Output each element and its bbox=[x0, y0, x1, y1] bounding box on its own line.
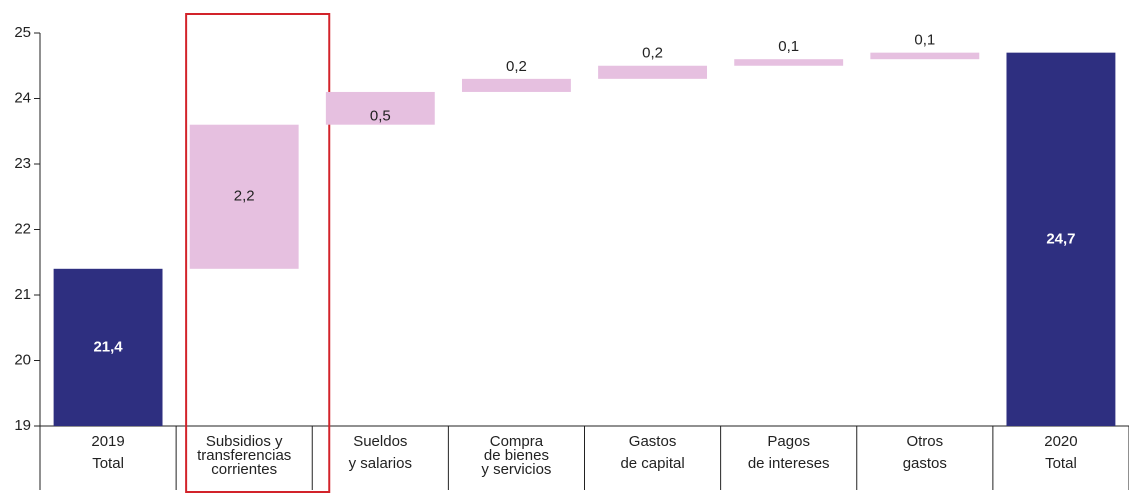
x-tick-label: 2020 bbox=[1044, 433, 1077, 450]
y-tick-label: 24 bbox=[14, 89, 31, 106]
bar bbox=[325, 91, 435, 125]
x-tick-label: Subsidios y bbox=[206, 433, 283, 450]
value-label: 0,1 bbox=[778, 38, 799, 55]
x-tick-label: de intereses bbox=[748, 455, 830, 472]
value-label: 21,4 bbox=[93, 338, 123, 355]
bar bbox=[870, 52, 980, 60]
bar bbox=[734, 59, 844, 66]
x-tick-label: y servicios bbox=[481, 461, 551, 478]
y-tick-label: 22 bbox=[14, 220, 31, 237]
x-tick-label: de bienes bbox=[484, 447, 549, 464]
x-tick-label: gastos bbox=[903, 455, 947, 472]
bar bbox=[1006, 52, 1116, 427]
bar bbox=[53, 268, 163, 426]
y-tick-label: 23 bbox=[14, 155, 31, 172]
value-label: 24,7 bbox=[1046, 230, 1075, 247]
x-tick-label: Gastos bbox=[629, 433, 677, 450]
value-label: 0,5 bbox=[370, 107, 391, 124]
bar bbox=[189, 124, 299, 269]
x-tick-label: corrientes bbox=[211, 461, 277, 478]
x-tick-label: transferencias bbox=[197, 447, 291, 464]
value-label: 2,2 bbox=[234, 188, 255, 205]
y-tick-label: 19 bbox=[14, 417, 31, 434]
bar bbox=[598, 65, 708, 79]
y-tick-label: 20 bbox=[14, 351, 31, 368]
value-label: 0,1 bbox=[914, 32, 935, 49]
x-tick-label: Sueldos bbox=[353, 433, 407, 450]
bar bbox=[461, 78, 571, 92]
value-label: 0,2 bbox=[506, 58, 527, 75]
x-tick-label: y salarios bbox=[349, 455, 412, 472]
y-tick-label: 25 bbox=[14, 24, 31, 41]
x-tick-label: Total bbox=[92, 455, 124, 472]
highlight-box bbox=[185, 13, 331, 493]
x-tick-label: Pagos bbox=[767, 433, 810, 450]
x-tick-label: Total bbox=[1045, 455, 1077, 472]
x-tick-label: de capital bbox=[620, 455, 684, 472]
y-tick-label: 21 bbox=[14, 286, 31, 303]
x-tick-label: 2019 bbox=[91, 433, 124, 450]
value-label: 0,2 bbox=[642, 45, 663, 62]
x-tick-label: Otros bbox=[906, 433, 943, 450]
x-tick-label: Compra bbox=[490, 433, 544, 450]
